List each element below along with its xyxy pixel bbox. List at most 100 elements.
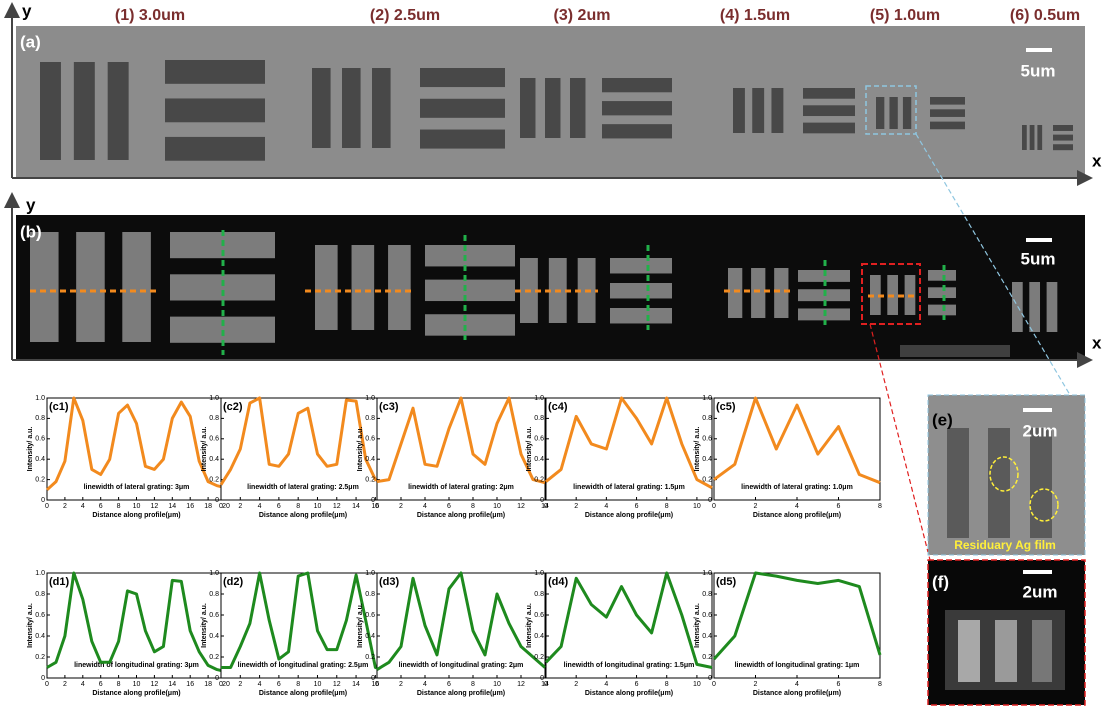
x-tick-label: 6 <box>277 681 281 688</box>
grating-bar <box>315 245 338 330</box>
grating-bar <box>1029 282 1040 332</box>
grating-bar <box>958 620 980 682</box>
note: Residuary Ag film <box>954 538 1056 552</box>
line-chart: 00.20.40.60.81.00246810Distance along pr… <box>526 395 712 519</box>
grating-bar <box>903 97 911 129</box>
x-tick-label: 20 <box>222 681 230 688</box>
y-tick-label: 0.4 <box>209 456 219 463</box>
grating-bar <box>947 428 969 538</box>
grating-bar <box>930 97 965 105</box>
column-label: (5) 1.0um <box>870 7 940 24</box>
grating-bar <box>1022 125 1027 150</box>
y-tick-label: 0.8 <box>702 415 712 422</box>
grating-bar <box>165 137 265 161</box>
panel-label: (c3) <box>379 401 399 413</box>
axis-label: y <box>26 195 36 214</box>
y-tick-label: 0.2 <box>35 654 45 661</box>
grating-bar <box>751 268 765 318</box>
x-axis-label: Distance along profile(μm) <box>753 690 841 697</box>
grating-bar <box>165 98 265 122</box>
x-tick-label: 0 <box>544 503 548 510</box>
y-axis-label: Intensity/ a.u. <box>201 427 208 472</box>
x-tick-label: 4 <box>604 503 608 510</box>
y-tick-label: 0.2 <box>365 476 375 483</box>
grating-bar <box>930 109 965 117</box>
grating-bar <box>342 68 361 148</box>
grating-bar <box>372 68 391 148</box>
x-tick-label: 12 <box>151 681 159 688</box>
x-tick-label: 10 <box>693 681 701 688</box>
grating-bar <box>570 78 585 138</box>
grating-bar <box>420 130 505 149</box>
x-tick-label: 8 <box>665 681 669 688</box>
x-tick-label: 6 <box>635 681 639 688</box>
x-tick-label: 14 <box>168 681 176 688</box>
y-tick-label: 0.8 <box>534 415 544 422</box>
grating-bar <box>928 305 956 316</box>
line-chart: 00.20.40.60.81.002468101214Distance alon… <box>357 395 549 519</box>
grating-bar <box>170 274 275 300</box>
x-tick-label: 2 <box>574 681 578 688</box>
y-tick-label: 0.4 <box>365 456 375 463</box>
artifact <box>900 345 1010 357</box>
x-tick-label: 0 <box>712 681 716 688</box>
y-tick-label: 1.0 <box>702 570 712 577</box>
x-tick-label: 8 <box>296 681 300 688</box>
x-tick-label: 16 <box>186 681 194 688</box>
y-tick-label: 0.8 <box>209 591 219 598</box>
grating-bar <box>1012 282 1023 332</box>
grating-bar <box>928 287 956 298</box>
grating-bar <box>520 78 535 138</box>
y-axis-label: Intensity/ a.u. <box>27 427 34 472</box>
x-axis-label: Distance along profile(μm) <box>259 690 347 697</box>
line-chart: 00.20.40.60.81.002468101214161820Distanc… <box>27 570 230 697</box>
y-axis-label: Intensity/ a.u. <box>694 603 701 648</box>
grating-bar <box>771 88 783 133</box>
axis-label: x <box>1092 333 1102 352</box>
grating-bar <box>803 123 855 134</box>
y-tick-label: 1.0 <box>35 570 45 577</box>
x-tick-label: 2 <box>238 681 242 688</box>
grating-bar <box>1030 125 1035 150</box>
y-tick-label: 0.4 <box>209 633 219 640</box>
y-tick-label: 1.0 <box>534 570 544 577</box>
x-tick-label: 10 <box>693 503 701 510</box>
annotation: linewidth of longitudinal grating: 1.5μm <box>564 662 695 669</box>
x-tick-label: 6 <box>635 503 639 510</box>
axis-label: x <box>1092 151 1102 170</box>
y-tick-label: 0.6 <box>702 612 712 619</box>
grating-bar <box>425 314 515 335</box>
annotation: linewidth of lateral grating: 2μm <box>408 484 514 491</box>
panel-label: (d4) <box>548 576 569 588</box>
annotation: linewidth of longitudinal grating: 2μm <box>399 662 524 669</box>
panel-label: (e) <box>932 410 953 429</box>
x-tick-label: 4 <box>604 681 608 688</box>
annotation: linewidth of lateral grating: 1.5μm <box>573 484 685 491</box>
x-tick-label: 12 <box>517 681 525 688</box>
x-tick-label: 6 <box>99 681 103 688</box>
axis-label: y <box>22 1 32 20</box>
x-tick-label: 8 <box>117 681 121 688</box>
x-tick-label: 4 <box>795 503 799 510</box>
annotation: linewidth of lateral grating: 3μm <box>84 484 190 491</box>
grating-bar <box>1053 125 1073 131</box>
grating-bar <box>1053 144 1073 150</box>
grating-bar <box>74 62 95 160</box>
column-label: (2) 2.5um <box>370 7 440 24</box>
x-tick-label: 12 <box>151 503 159 510</box>
y-tick-label: 0.8 <box>209 415 219 422</box>
grating-bar <box>40 62 61 160</box>
y-axis-label: Intensity/ a.u. <box>357 427 364 472</box>
y-tick-label: 0.4 <box>35 456 45 463</box>
grating-bar <box>610 283 672 298</box>
grating-bar <box>420 99 505 118</box>
panel-label: (d2) <box>223 576 244 588</box>
y-tick-label: 0.2 <box>702 476 712 483</box>
grating-bar <box>602 101 672 115</box>
x-tick-label: 10 <box>314 681 322 688</box>
grating-bar <box>803 105 855 116</box>
y-axis-label: Intensity/ a.u. <box>526 427 533 472</box>
line-chart: 00.20.40.60.81.002468101214Distance alon… <box>357 570 549 697</box>
x-tick-label: 4 <box>258 503 262 510</box>
y-tick-label: 1.0 <box>534 395 544 402</box>
